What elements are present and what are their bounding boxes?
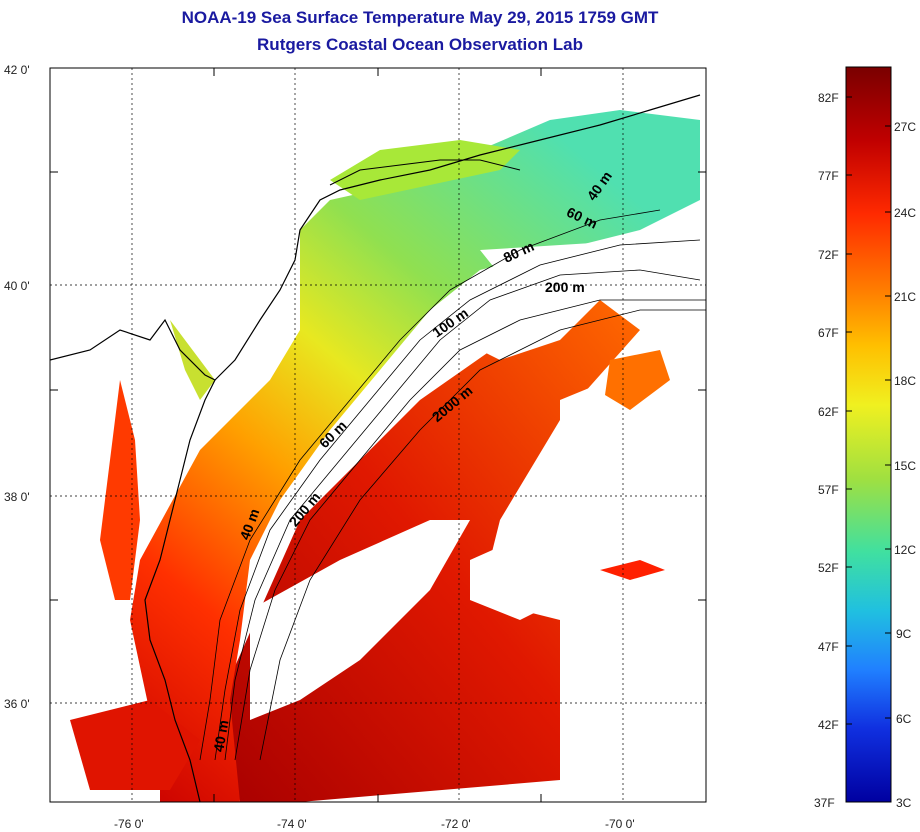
colorbar-label-c: 21C: [894, 290, 916, 304]
delaware-bay-water: [170, 320, 215, 400]
colorbar-label-c: 24C: [894, 206, 916, 220]
colorbar-label-c: 27C: [894, 120, 916, 134]
warm-patch: [600, 560, 665, 580]
colorbar-label-f: 62F: [818, 405, 839, 419]
bathymetry-contour: [224, 269, 701, 761]
colorbar-label-c: 3C: [896, 796, 912, 810]
frame-ticks: [50, 68, 706, 802]
map-title: NOAA-19 Sea Surface Temperature May 29, …: [181, 8, 659, 27]
contour-label: 40 m: [210, 719, 231, 753]
bathymetry-contour: [234, 299, 706, 761]
cloud-gap: [560, 560, 706, 802]
colorbar-ticks: [846, 96, 891, 725]
bathymetry-contour: [199, 209, 661, 761]
lon-label: -72 0': [441, 817, 471, 831]
graticule: [50, 68, 706, 802]
colorbar-label-f: 67F: [818, 326, 839, 340]
colorbar-label-c: 9C: [896, 627, 912, 641]
colorbar-gradient: [845, 66, 892, 803]
lon-label: -70 0': [605, 817, 635, 831]
bathymetry-contour: [259, 309, 706, 761]
colorbar-label-f: 47F: [818, 640, 839, 654]
coastline: [329, 159, 521, 186]
bathymetry-contour: [214, 239, 701, 761]
lon-label: -76 0': [114, 817, 144, 831]
coastline: [214, 94, 701, 381]
map-subtitle: Rutgers Coastal Ocean Observation Lab: [257, 35, 583, 54]
warm-patch: [605, 350, 670, 410]
lat-label: 42 0': [4, 63, 30, 77]
colorbar-label-c: 12C: [894, 543, 916, 557]
colorbar-label-f: 77F: [818, 169, 839, 183]
sst-map: 40 m 60 m 80 m 200 m 100 m 2000 m 60 m 2…: [4, 63, 707, 831]
colorbar-label-f: 37F: [814, 796, 835, 810]
cloud-gap: [560, 340, 706, 560]
lat-label: 36 0': [4, 697, 30, 711]
pamlico-water: [70, 700, 200, 790]
cloud-gap: [250, 520, 470, 720]
colorbar: 82F 77F 72F 67F 62F 57F 52F 47F 42F 37F …: [814, 66, 916, 810]
lat-label: 40 0': [4, 279, 30, 293]
lat-label: 38 0': [4, 490, 30, 504]
cloud-gap: [470, 520, 560, 620]
colorbar-label-c: 15C: [894, 459, 916, 473]
cloud-gap: [440, 300, 600, 360]
coastline: [50, 318, 216, 802]
bay-water: [100, 380, 140, 600]
colorbar-label-c: 6C: [896, 712, 912, 726]
colorbar-label-f: 72F: [818, 248, 839, 262]
contour-label: 200 m: [545, 279, 585, 295]
colorbar-label-f: 52F: [818, 561, 839, 575]
colorbar-label-f: 42F: [818, 718, 839, 732]
cloud-gap: [480, 230, 706, 300]
colorbar-label-f: 57F: [818, 483, 839, 497]
colorbar-label-f: 82F: [818, 91, 839, 105]
lon-label: -74 0': [277, 817, 307, 831]
colorbar-label-c: 18C: [894, 374, 916, 388]
sound-water: [330, 140, 520, 200]
